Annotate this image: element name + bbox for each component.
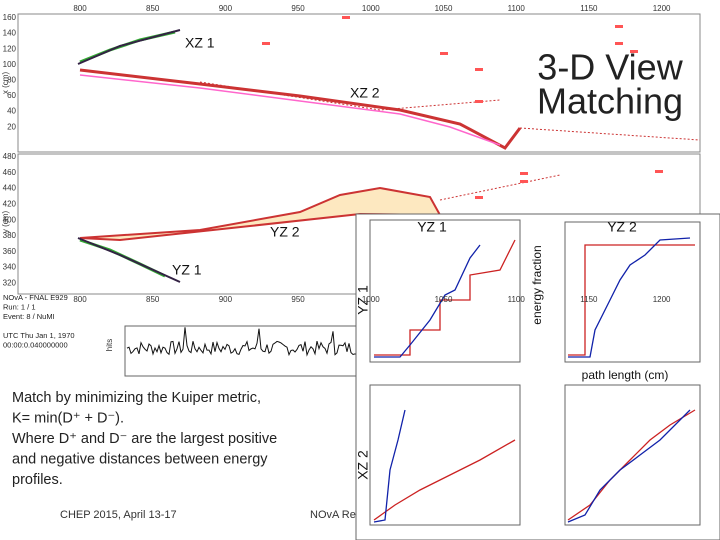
event-info: 00:00:0.040000000 (3, 340, 68, 349)
y-tick-label: 440 (3, 184, 17, 193)
x-tick-label: 1150 (580, 4, 598, 13)
plot-label: YZ 1 (355, 285, 371, 315)
y-tick-label: 100 (3, 60, 17, 69)
x-tick-label: 1150 (580, 295, 598, 304)
body-text: and negative distances between energy (12, 451, 268, 467)
plot-label: XZ 2 (355, 450, 371, 480)
x-tick-label: 1000 (362, 4, 380, 13)
x-tick-label: 850 (146, 295, 160, 304)
event-info: UTC Thu Jan 1, 1970 (3, 331, 75, 340)
projection (439, 174, 561, 201)
axis-label: x (cm) (1, 72, 10, 95)
axis-label: y (cm) (1, 211, 10, 234)
hits-histogram (126, 327, 358, 357)
x-tick-label: 950 (291, 295, 305, 304)
plot-label: YZ 1 (417, 219, 447, 235)
axis-label: energy fraction (530, 245, 544, 324)
y-tick-label: 20 (7, 122, 16, 131)
view-label: YZ 1 (172, 262, 202, 278)
footer: NOvA Re (310, 509, 356, 521)
y-tick-label: 420 (3, 200, 17, 209)
track (79, 74, 501, 146)
x-tick-label: 950 (291, 4, 305, 13)
x-tick-label: 1050 (435, 4, 453, 13)
y-tick-label: 340 (3, 263, 17, 272)
view-label: XZ 2 (350, 85, 380, 101)
y-tick-label: 380 (3, 231, 17, 240)
x-tick-label: 850 (146, 4, 160, 13)
body-text: profiles. (12, 472, 63, 488)
hits (262, 16, 663, 199)
body-text: Match by minimizing the Kuiper metric, (12, 390, 261, 406)
x-tick-label: 1200 (653, 295, 671, 304)
track (79, 68, 522, 150)
cdf-curves (373, 237, 696, 523)
y-tick-label: 480 (3, 152, 17, 161)
event-info: NOvA - FNAL E929 (3, 293, 68, 302)
x-tick-label: 1200 (653, 4, 671, 13)
projection (199, 81, 501, 111)
y-tick-label: 460 (3, 168, 17, 177)
y-tick-label: 400 (3, 215, 17, 224)
y-tick-label: 320 (3, 279, 17, 288)
xz-frame (17, 13, 701, 153)
x-tick-label: 1100 (508, 295, 526, 304)
x-tick-label: 900 (219, 4, 233, 13)
track (77, 29, 181, 65)
y-tick-label: 80 (7, 76, 16, 85)
x-tick-label: 800 (73, 295, 87, 304)
view-label: XZ 1 (185, 35, 215, 51)
body-text: K= min(D⁺ + D⁻). (12, 410, 124, 426)
y-tick-label: 40 (7, 107, 16, 116)
event-info: Event: 8 / NuMI (3, 312, 55, 321)
title: 3-D View (537, 47, 683, 88)
event-info: Run: 1 / 1 (3, 302, 36, 311)
y-tick-label: 140 (3, 29, 17, 38)
axis-label: hits (105, 339, 114, 351)
y-tick-label: 120 (3, 44, 17, 53)
y-tick-label: 160 (3, 13, 17, 22)
view-label: YZ 2 (270, 224, 300, 240)
track (79, 186, 442, 242)
body-text: Where D⁺ and D⁻ are the largest positive (12, 431, 277, 447)
y-tick-label: 360 (3, 247, 17, 256)
axis-label: path length (cm) (582, 368, 669, 382)
title: Matching (537, 81, 683, 122)
x-tick-label: 1100 (508, 4, 526, 13)
y-tick-label: 60 (7, 91, 16, 100)
overlay-plots (355, 213, 720, 540)
plot-label: YZ 2 (607, 219, 637, 235)
x-tick-label: 800 (73, 4, 87, 13)
x-tick-label: 1000 (362, 295, 380, 304)
x-tick-label: 1050 (435, 295, 453, 304)
footer: CHEP 2015, April 13-17 (60, 509, 177, 521)
track (77, 237, 181, 283)
x-tick-label: 900 (219, 295, 233, 304)
